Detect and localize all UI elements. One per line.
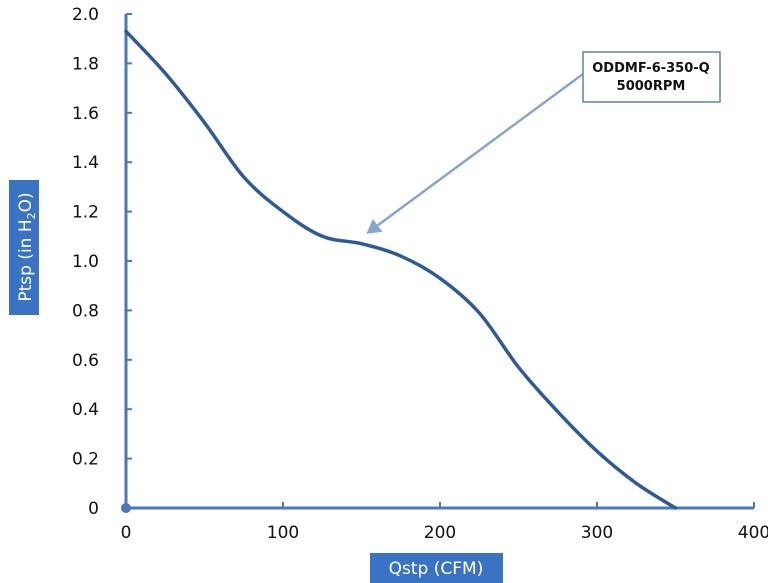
x-tick-label: 200: [424, 523, 456, 543]
callout-line-1: ODDMF-6-350-Q: [592, 61, 709, 76]
y-axis-ticks: 0 0.2 0.4 0.6 0.8 1.0 1.2 1.4 1.6 1.8 2.0: [72, 5, 132, 519]
y-tick-label: 1.8: [72, 54, 99, 74]
y-tick-label: 2.0: [72, 5, 99, 25]
y-tick-label: 1.2: [72, 203, 99, 223]
callout-arrow: [376, 72, 584, 227]
series-line: [124, 29, 678, 510]
origin-marker: [121, 503, 131, 513]
y-axis-label-sub: 2: [25, 212, 38, 219]
x-tick-label: 300: [581, 523, 613, 543]
x-tick-label: 100: [267, 523, 299, 543]
y-axis-label-main: Ptsp (in H: [16, 219, 36, 301]
x-tick-label: 400: [738, 523, 768, 543]
y-axis-label-bg: [9, 180, 39, 315]
x-axis-label: Qstp (CFM): [389, 559, 484, 579]
callout-line-2: 5000RPM: [617, 79, 686, 94]
y-tick-label: 0: [88, 499, 99, 519]
y-tick-label: 0.8: [72, 301, 99, 321]
y-tick-label: 0.6: [72, 351, 99, 371]
y-tick-label: 1.4: [72, 153, 99, 173]
y-tick-label: 0.2: [72, 450, 99, 470]
y-tick-label: 1.6: [72, 104, 99, 124]
y-tick-label: 1.0: [72, 252, 99, 272]
x-tick-label: 0: [121, 523, 132, 543]
y-axis-label: Ptsp (in H2O): [16, 192, 38, 301]
y-axis-label-end: O): [16, 192, 36, 212]
y-tick-label: 0.4: [72, 400, 99, 420]
x-axis-ticks: 0 100 200 300 400: [121, 502, 768, 543]
callout-arrowhead: [366, 218, 383, 234]
callout-box: [582, 51, 721, 103]
x-axis-label-bg: [370, 553, 503, 583]
